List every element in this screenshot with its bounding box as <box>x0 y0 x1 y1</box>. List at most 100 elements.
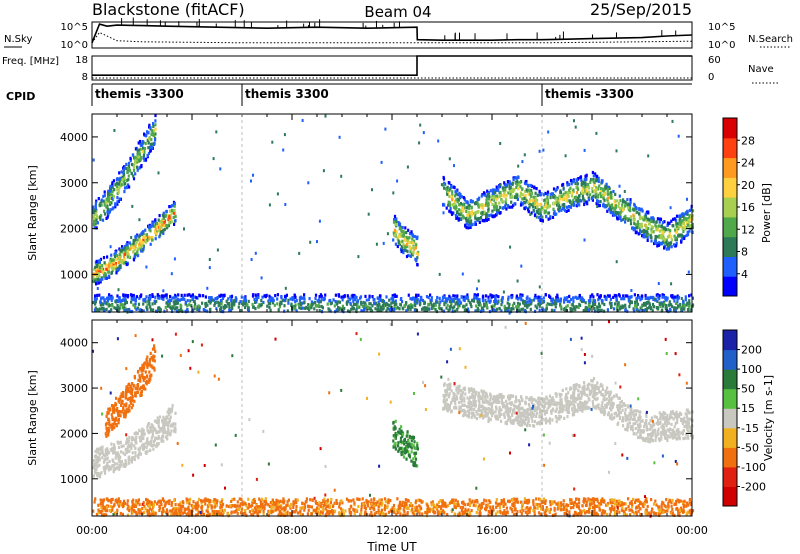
range-cell <box>376 307 379 312</box>
range-cell <box>532 208 535 213</box>
range-cell <box>633 227 637 231</box>
range-cell <box>105 426 108 430</box>
range-cell <box>171 208 174 212</box>
range-cell <box>455 192 458 196</box>
range-cell <box>480 211 483 215</box>
range-cell <box>610 402 613 406</box>
range-cell <box>169 294 172 299</box>
range-cell <box>507 297 510 301</box>
range-cell <box>517 296 520 300</box>
range-cell <box>679 222 682 227</box>
range-cell <box>657 432 660 436</box>
range-cell <box>160 225 163 229</box>
range-cell <box>360 300 363 304</box>
range-cell <box>521 193 524 197</box>
range-cell <box>591 196 594 201</box>
range-cell <box>639 228 642 232</box>
range-cell <box>171 404 174 408</box>
range-cell <box>122 391 125 395</box>
range-cell <box>106 449 109 453</box>
range-cell <box>568 188 571 192</box>
range-cell <box>532 195 535 199</box>
range-cell <box>546 397 549 401</box>
range-cell <box>382 299 386 304</box>
noise-right-tick-bottom: 10^0 <box>708 40 735 51</box>
range-cell <box>106 215 109 219</box>
range-cell <box>294 295 297 299</box>
range-cell <box>511 182 514 187</box>
range-cell <box>418 141 421 145</box>
range-cell <box>111 263 114 267</box>
range-cell <box>122 261 126 265</box>
range-cell <box>117 305 120 310</box>
range-cell <box>628 301 632 305</box>
range-cell <box>119 440 122 444</box>
range-cell <box>674 309 677 313</box>
range-cell <box>153 344 156 348</box>
range-cell <box>434 303 437 307</box>
range-cell <box>146 303 149 307</box>
range-cell <box>467 307 470 311</box>
range-cell <box>469 211 472 215</box>
range-cell <box>401 247 404 251</box>
range-cell <box>127 439 130 443</box>
range-cell <box>225 299 228 303</box>
range-cell <box>279 302 282 306</box>
range-cell <box>566 299 569 303</box>
range-cell <box>550 303 553 307</box>
range-cell <box>395 219 398 224</box>
range-cell <box>407 305 410 309</box>
range-cell <box>163 417 166 421</box>
range-cell <box>142 153 145 157</box>
range-cell <box>658 220 661 224</box>
range-cell <box>314 296 317 301</box>
range-cell <box>589 299 592 303</box>
range-cell <box>271 140 274 144</box>
range-cell <box>167 427 170 431</box>
range-cell <box>551 297 555 301</box>
range-cell <box>112 443 116 447</box>
range-cell <box>598 390 601 394</box>
range-cell <box>585 189 588 193</box>
range-cell <box>628 296 631 300</box>
range-cell <box>455 300 458 305</box>
range-cell <box>93 267 96 272</box>
range-cell <box>284 294 287 298</box>
range-cell <box>678 430 681 434</box>
range-cell <box>549 215 552 219</box>
range-cell <box>516 183 519 187</box>
range-cell <box>161 294 164 299</box>
range-cell <box>476 306 479 311</box>
range-cell <box>504 200 507 204</box>
range-cell <box>591 400 594 404</box>
range-cell <box>154 138 157 142</box>
range-cell <box>505 183 508 187</box>
range-cell <box>471 210 474 214</box>
range-cell <box>515 296 518 300</box>
range-cell <box>105 276 108 280</box>
range-cell <box>169 432 172 436</box>
range-cell <box>504 204 507 208</box>
range-cell <box>93 297 96 301</box>
range-cell <box>618 184 621 188</box>
range-cell <box>128 185 131 189</box>
range-cell <box>460 211 463 215</box>
range-cell <box>141 366 144 370</box>
range-cell <box>111 426 114 430</box>
range-cell <box>656 228 660 232</box>
range-cell <box>683 224 686 228</box>
range-cell <box>599 190 602 194</box>
range-cell <box>547 205 550 209</box>
range-cell <box>661 293 664 297</box>
range-cell <box>651 302 655 307</box>
range-cell <box>158 296 161 300</box>
range-cell <box>416 256 419 260</box>
range-cell <box>147 441 150 445</box>
range-cell <box>663 238 667 242</box>
range-cell <box>166 424 169 428</box>
range-cell <box>633 204 636 208</box>
range-cell <box>462 207 465 211</box>
range-cell <box>138 428 141 432</box>
range-cell <box>280 296 283 300</box>
range-cell <box>660 224 663 228</box>
